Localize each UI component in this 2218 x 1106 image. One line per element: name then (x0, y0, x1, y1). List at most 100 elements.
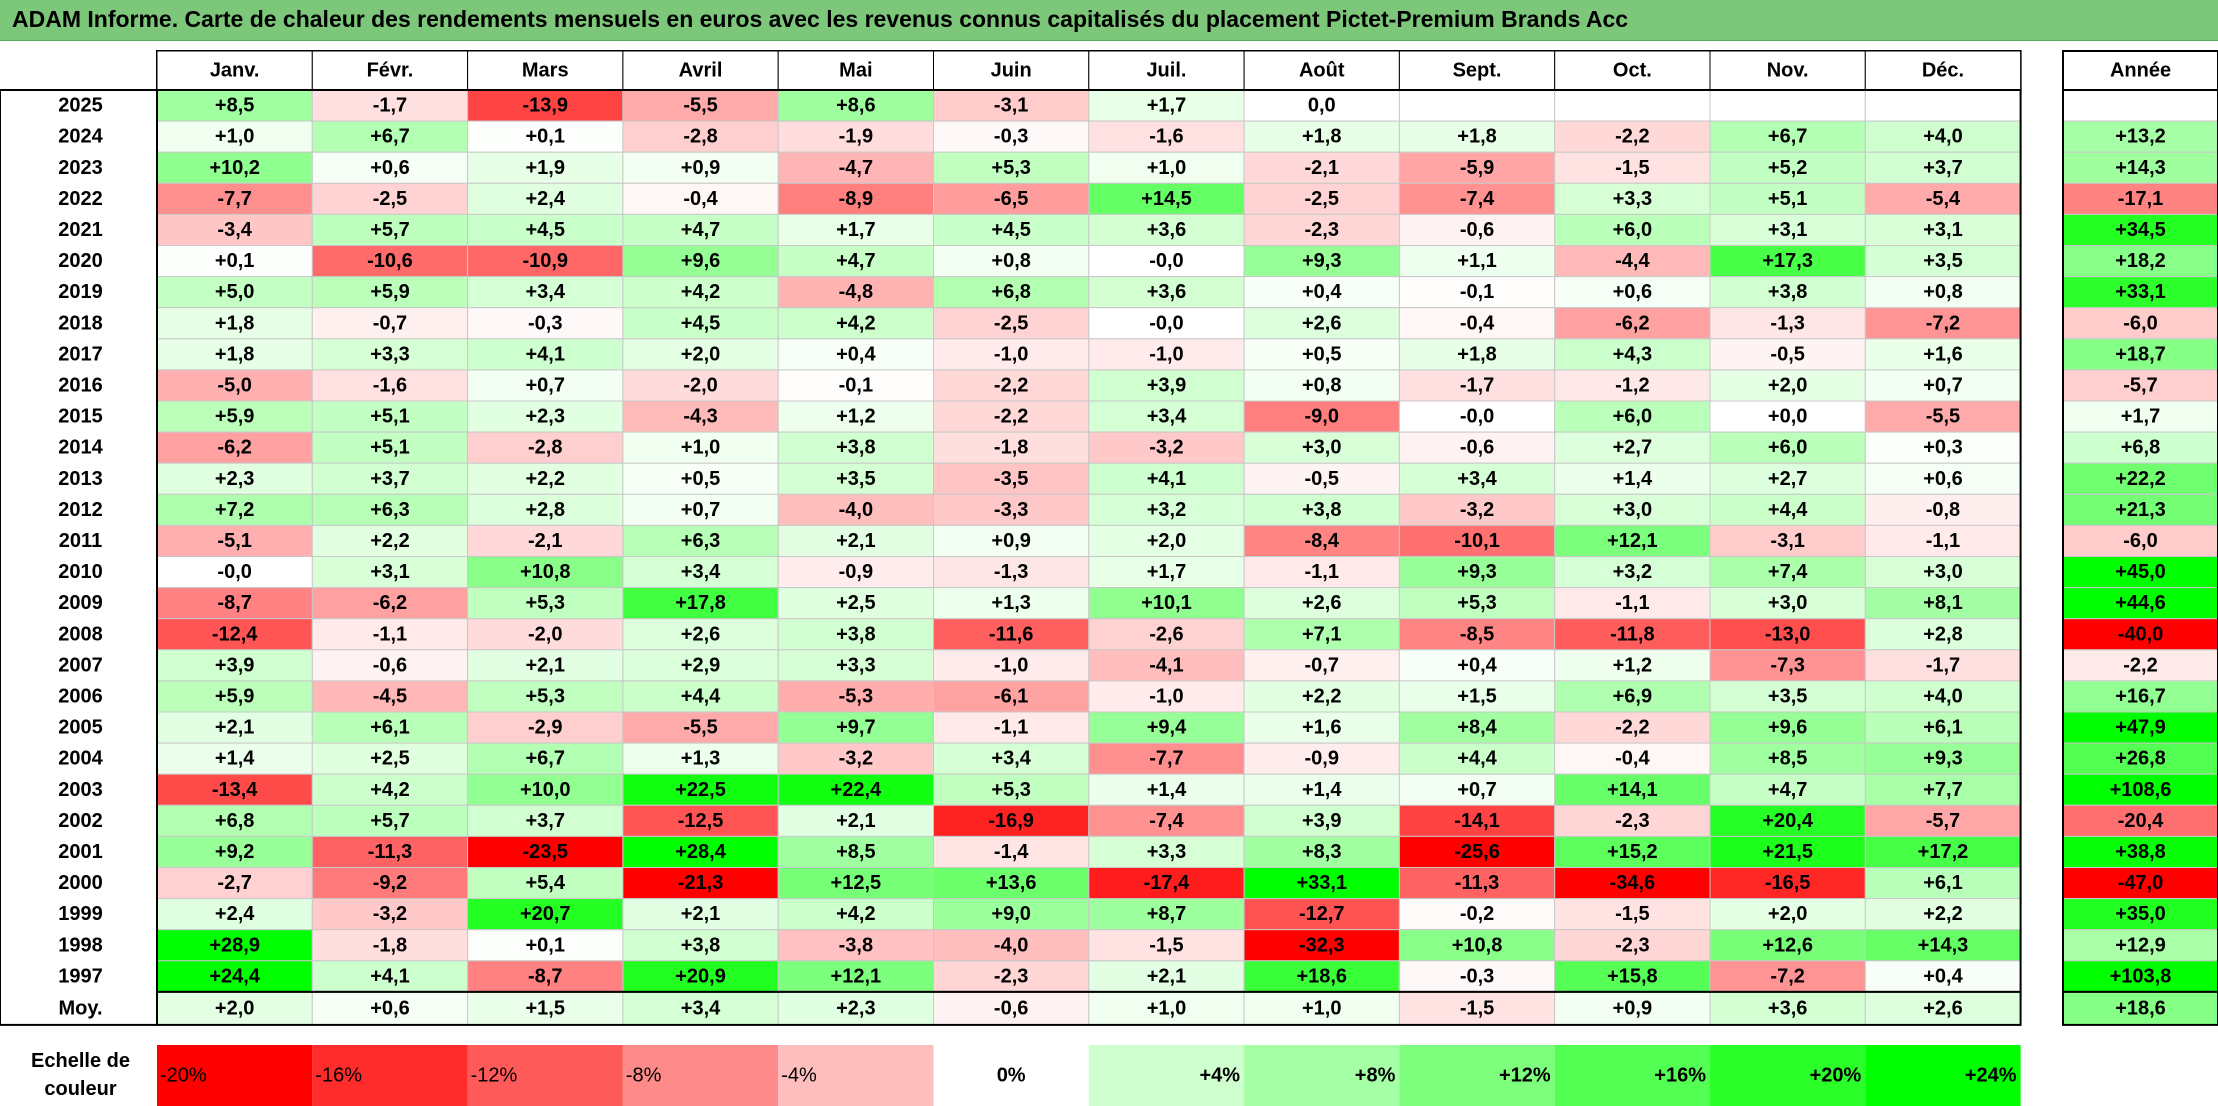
heatmap-cell (777, 587, 935, 620)
cell-value: -3,1 (994, 95, 1028, 117)
annual-cell (2062, 898, 2218, 931)
heatmap-cell (311, 649, 469, 682)
cell-value: +6,1 (1923, 872, 1962, 894)
heatmap-cell (1243, 151, 1400, 184)
average-value: +0,6 (370, 997, 409, 1019)
cell-value: -3,2 (1460, 499, 1494, 521)
cell-value: +3,4 (526, 281, 566, 303)
cell-value: +0,8 (1302, 374, 1341, 396)
cell-value: +4,5 (526, 219, 565, 241)
cell-value: +2,9 (681, 654, 720, 676)
cell-value: +2,7 (1613, 437, 1652, 459)
cell-value: +6,0 (1613, 219, 1652, 241)
heatmap-cell (1243, 867, 1400, 900)
average-value: -0,6 (994, 997, 1028, 1019)
cell-value: -0,0 (1149, 250, 1183, 272)
cell-value: +2,5 (836, 592, 875, 614)
cell-value: +14,1 (1607, 779, 1658, 801)
annual-value: +14,3 (2115, 157, 2166, 179)
heatmap-cell (1554, 493, 1711, 526)
year-label: 2000 (58, 872, 103, 894)
cell-value: +5,2 (1768, 157, 1807, 179)
annual-value: -6,0 (2123, 530, 2157, 552)
year-label: 2021 (58, 219, 103, 241)
average-cell (1088, 991, 1245, 1026)
heatmap-cell (1709, 276, 1866, 309)
heatmap-cell (1243, 276, 1400, 309)
annual-value: +34,5 (2115, 219, 2166, 241)
color-scale-step-label: -4% (781, 1065, 817, 1087)
cell-value: -11,3 (1455, 872, 1499, 894)
cell-value: -10,9 (522, 250, 568, 272)
cell-value: +1,8 (215, 343, 254, 365)
cell-value: +0,7 (526, 374, 565, 396)
heatmap-cell (311, 587, 469, 620)
cell-value: -0,0 (1149, 312, 1183, 334)
cell-value: +6,8 (991, 281, 1030, 303)
color-scale-step-label: -12% (471, 1065, 518, 1087)
heatmap-cell (933, 742, 1090, 775)
heatmap-cell (1554, 338, 1711, 371)
heatmap-cell (467, 680, 624, 713)
heatmap-cell (933, 462, 1090, 495)
cell-value: -4,8 (839, 281, 873, 303)
annual-cell (2062, 711, 2218, 744)
cell-value: +20,9 (675, 965, 726, 987)
color-scale-swatch (1554, 1045, 1710, 1106)
heatmap-cell (156, 804, 313, 837)
cell-value: +9,6 (681, 250, 720, 272)
month-header-label: Juin (991, 60, 1032, 82)
month-header-label: Févr. (367, 60, 414, 82)
cell-value: +3,8 (1768, 281, 1807, 303)
cell-value: -2,9 (528, 717, 562, 739)
heatmap-cell (311, 120, 469, 153)
heatmap-cell (467, 524, 624, 558)
heatmap-cell (1864, 400, 2022, 433)
heatmap-cell (622, 649, 779, 682)
heatmap-cell (1709, 587, 1866, 620)
heatmap-cell (467, 960, 624, 993)
cell-value: +2,0 (1147, 530, 1186, 552)
year-label: 2011 (59, 530, 102, 552)
cell-value: +1,4 (215, 748, 255, 770)
cell-value: +12,6 (1762, 934, 1813, 956)
heatmap-cell (1864, 369, 2022, 402)
cell-value: +5,4 (526, 872, 566, 894)
cell-value: +6,1 (370, 717, 409, 739)
heatmap-cell (622, 524, 779, 558)
month-header-label: Janv. (210, 60, 260, 82)
heatmap-cell (156, 307, 313, 340)
cell-value: +3,9 (1147, 374, 1186, 396)
heatmap-cell (1864, 307, 2022, 340)
color-scale-swatch (1710, 1045, 1866, 1106)
heatmap-cell (777, 898, 935, 931)
cell-value: -4,4 (1615, 250, 1650, 272)
cell-value: -1,5 (1615, 903, 1649, 925)
cell-value: +4,7 (681, 219, 720, 241)
cell-value: +10,8 (1452, 934, 1503, 956)
annual-cell (2062, 245, 2218, 278)
heatmap-cell (1709, 89, 1866, 122)
cell-value: +3,1 (1923, 219, 1962, 241)
cell-value: +4,2 (370, 779, 409, 801)
heatmap-cell (1088, 89, 1245, 122)
heatmap-cell (622, 338, 779, 371)
cell-value: -11,6 (989, 623, 1033, 645)
cell-value: +7,2 (215, 499, 254, 521)
annual-cell (2062, 587, 2218, 620)
cell-value: -1,1 (1926, 530, 1960, 552)
annual-value: +26,8 (2115, 748, 2166, 770)
annual-value: +22,2 (2115, 468, 2166, 490)
cell-value: -1,4 (994, 841, 1029, 863)
heatmap-cell (1709, 120, 1866, 153)
cell-value: +3,8 (836, 623, 875, 645)
cell-value: -1,3 (1770, 312, 1804, 334)
heatmap-cell (311, 213, 469, 246)
cell-value: +33,1 (1296, 872, 1347, 894)
cell-value: +6,3 (370, 499, 409, 521)
annual-value: +6,8 (2121, 437, 2160, 459)
cell-value: -7,3 (1770, 654, 1804, 676)
year-label: 2023 (58, 157, 103, 179)
month-header-cell (622, 50, 779, 91)
heatmap-cell (311, 307, 469, 340)
